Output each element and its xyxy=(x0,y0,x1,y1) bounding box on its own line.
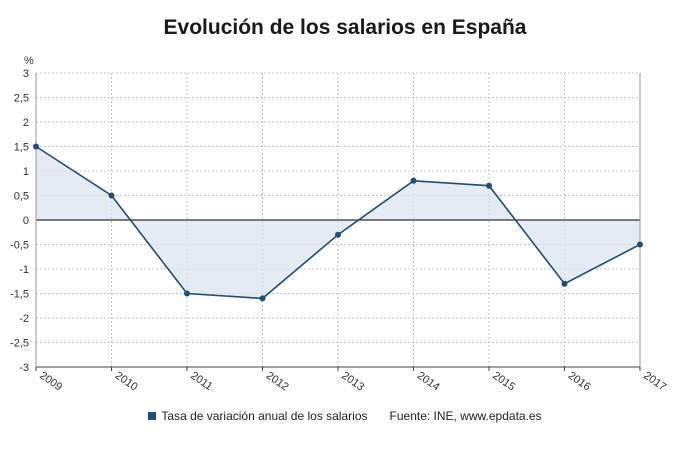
y-tick-label: -2,5 xyxy=(10,338,29,350)
data-point xyxy=(108,192,115,199)
y-tick-label: -1,5 xyxy=(10,289,29,301)
source-note: Fuente: INE, www.epdata.es xyxy=(389,409,542,423)
y-tick-label: 0,5 xyxy=(14,191,29,203)
area-layer xyxy=(36,146,640,299)
series-area xyxy=(36,146,640,299)
legend: Tasa de variación anual de los salarios F… xyxy=(0,409,690,423)
x-tick-label: 2011 xyxy=(188,370,214,393)
y-axis-unit: % xyxy=(24,55,34,67)
x-tick-label: 2016 xyxy=(566,370,593,394)
data-point xyxy=(184,290,190,297)
y-tick-label: 2,5 xyxy=(14,93,29,105)
y-tick-label: -0,5 xyxy=(10,240,29,252)
legend-series-name: Tasa de variación anual de los salarios xyxy=(161,409,368,423)
data-point xyxy=(486,182,492,189)
y-tick-label: 1 xyxy=(23,166,29,178)
data-point xyxy=(259,295,266,302)
data-point xyxy=(637,241,643,248)
x-tick-label: 2017 xyxy=(641,370,668,394)
data-point xyxy=(561,280,568,287)
data-point xyxy=(335,231,341,238)
data-point xyxy=(410,177,417,184)
y-tick-label: 3 xyxy=(23,68,29,80)
x-tick-label: 2010 xyxy=(113,370,140,394)
point-layer xyxy=(33,143,643,302)
x-tick-label: 2014 xyxy=(415,370,442,394)
axis-layer xyxy=(35,73,641,371)
y-tick-label: -3 xyxy=(19,362,29,374)
legend-swatch xyxy=(148,412,157,420)
y-tick-label: 0 xyxy=(23,215,29,227)
y-tick-label: -2 xyxy=(19,313,29,325)
y-tick-label: -1 xyxy=(19,264,29,276)
x-tick-label: 2009 xyxy=(37,370,64,394)
data-point xyxy=(33,143,39,150)
chart-title: Evolución de los salarios en España xyxy=(163,16,527,39)
y-tick-label: 1,5 xyxy=(14,142,29,154)
x-tick-label: 2015 xyxy=(490,370,517,394)
y-tick-label: 2 xyxy=(23,117,29,129)
x-tick-label: 2012 xyxy=(264,370,291,394)
x-tick-label: 2013 xyxy=(339,370,366,394)
